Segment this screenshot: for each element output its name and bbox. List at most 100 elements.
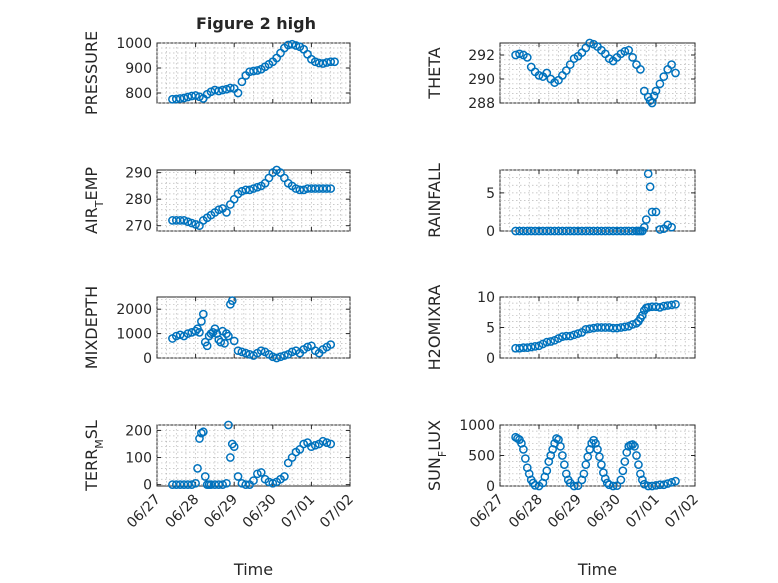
data-point	[620, 457, 630, 466]
data-point	[612, 323, 622, 333]
data-point	[237, 77, 247, 87]
data-point	[225, 83, 235, 93]
data-point	[667, 477, 676, 487]
y-tick-label: 900	[125, 61, 152, 77]
data-point	[183, 217, 193, 227]
y-axis-label: PRESSURE	[82, 31, 101, 115]
data-point	[191, 478, 200, 488]
data-point	[546, 337, 556, 346]
x-tick-label: 06/27	[124, 492, 164, 532]
data-point	[310, 440, 320, 450]
data-point	[195, 328, 204, 337]
data-point	[647, 481, 657, 491]
data-point	[542, 337, 552, 347]
data-point	[241, 348, 251, 358]
data-point	[573, 329, 583, 338]
data-point	[569, 481, 579, 491]
data-point	[222, 329, 231, 338]
y-axis-label-main: AIR	[82, 207, 101, 234]
data-point	[651, 86, 661, 96]
data-point	[530, 342, 540, 351]
data-point	[515, 49, 524, 59]
data-point	[326, 184, 336, 193]
y-axis-label-sub: F	[436, 451, 449, 457]
data-point	[620, 47, 630, 56]
data-point	[318, 436, 328, 446]
data-point	[326, 340, 336, 349]
data-point	[326, 439, 336, 449]
data-point	[649, 91, 659, 101]
data-point	[256, 468, 266, 477]
data-point	[233, 472, 243, 481]
data-point	[276, 352, 285, 362]
data-point	[638, 475, 647, 485]
y-tick-label: 0	[486, 479, 495, 495]
data-point	[191, 326, 200, 336]
data-point	[193, 464, 202, 473]
data-point	[191, 91, 200, 100]
data-point	[618, 466, 628, 476]
data-point	[667, 300, 676, 310]
data-point	[638, 310, 647, 320]
data-point	[183, 92, 193, 102]
data-point	[519, 445, 528, 454]
data-point	[663, 301, 673, 310]
data-point	[253, 182, 262, 192]
data-point	[659, 301, 669, 311]
series-markers	[511, 299, 680, 353]
data-point	[645, 182, 655, 192]
data-point	[647, 207, 657, 217]
data-point	[322, 438, 332, 447]
data-point	[569, 330, 579, 340]
data-point	[310, 57, 320, 67]
y-axis-label-rest: EMP	[82, 167, 101, 201]
series-markers	[168, 165, 336, 231]
data-point	[216, 337, 226, 347]
data-point	[287, 39, 297, 49]
y-axis-label-main: SUN	[425, 457, 444, 491]
data-point	[214, 205, 224, 215]
y-tick-label: 290	[125, 166, 152, 182]
data-point	[643, 169, 653, 179]
data-point	[253, 66, 262, 75]
data-point	[299, 439, 309, 449]
series-markers	[168, 296, 336, 363]
y-tick-label: 0	[143, 478, 152, 494]
data-point	[561, 331, 571, 341]
data-point	[291, 41, 301, 50]
data-point	[632, 451, 641, 460]
chart-panel-2: 288 290 292 THETA	[425, 38, 696, 112]
data-point	[634, 460, 643, 469]
y-tick-label: 1000	[116, 327, 152, 343]
chart-panel-1: 800 900 1000 PRESSURE	[82, 31, 351, 115]
y-tick-label: 0	[486, 224, 495, 240]
data-point	[597, 460, 606, 469]
data-point	[522, 53, 532, 62]
data-point	[655, 303, 665, 312]
y-tick-label: 200	[125, 423, 152, 439]
data-point	[671, 476, 680, 486]
x-tick-label: 06/30	[240, 492, 280, 532]
y-axis-label: THETA	[425, 47, 444, 99]
data-point	[542, 68, 552, 78]
x-tick-label: 06/28	[163, 492, 203, 532]
x-tick-label: 07/02	[317, 492, 357, 532]
grid	[499, 424, 696, 487]
y-axis-label: MIXDEPTH	[82, 286, 101, 369]
data-point	[225, 453, 235, 462]
data-point	[671, 299, 680, 309]
data-point	[565, 60, 575, 69]
data-point	[636, 65, 645, 74]
data-point	[249, 476, 258, 485]
y-tick-label: 270	[125, 219, 152, 235]
y-tick-label: 0	[486, 351, 495, 367]
y-axis-label-main: TERR	[82, 449, 101, 492]
y-axis-label-rest: LUX	[425, 420, 444, 451]
y-tick-label: 0	[143, 351, 152, 367]
y-axis-label: RAINFALL	[425, 163, 444, 238]
data-point	[326, 57, 336, 67]
data-point	[641, 215, 651, 224]
data-point	[175, 94, 185, 103]
data-point	[307, 442, 316, 452]
